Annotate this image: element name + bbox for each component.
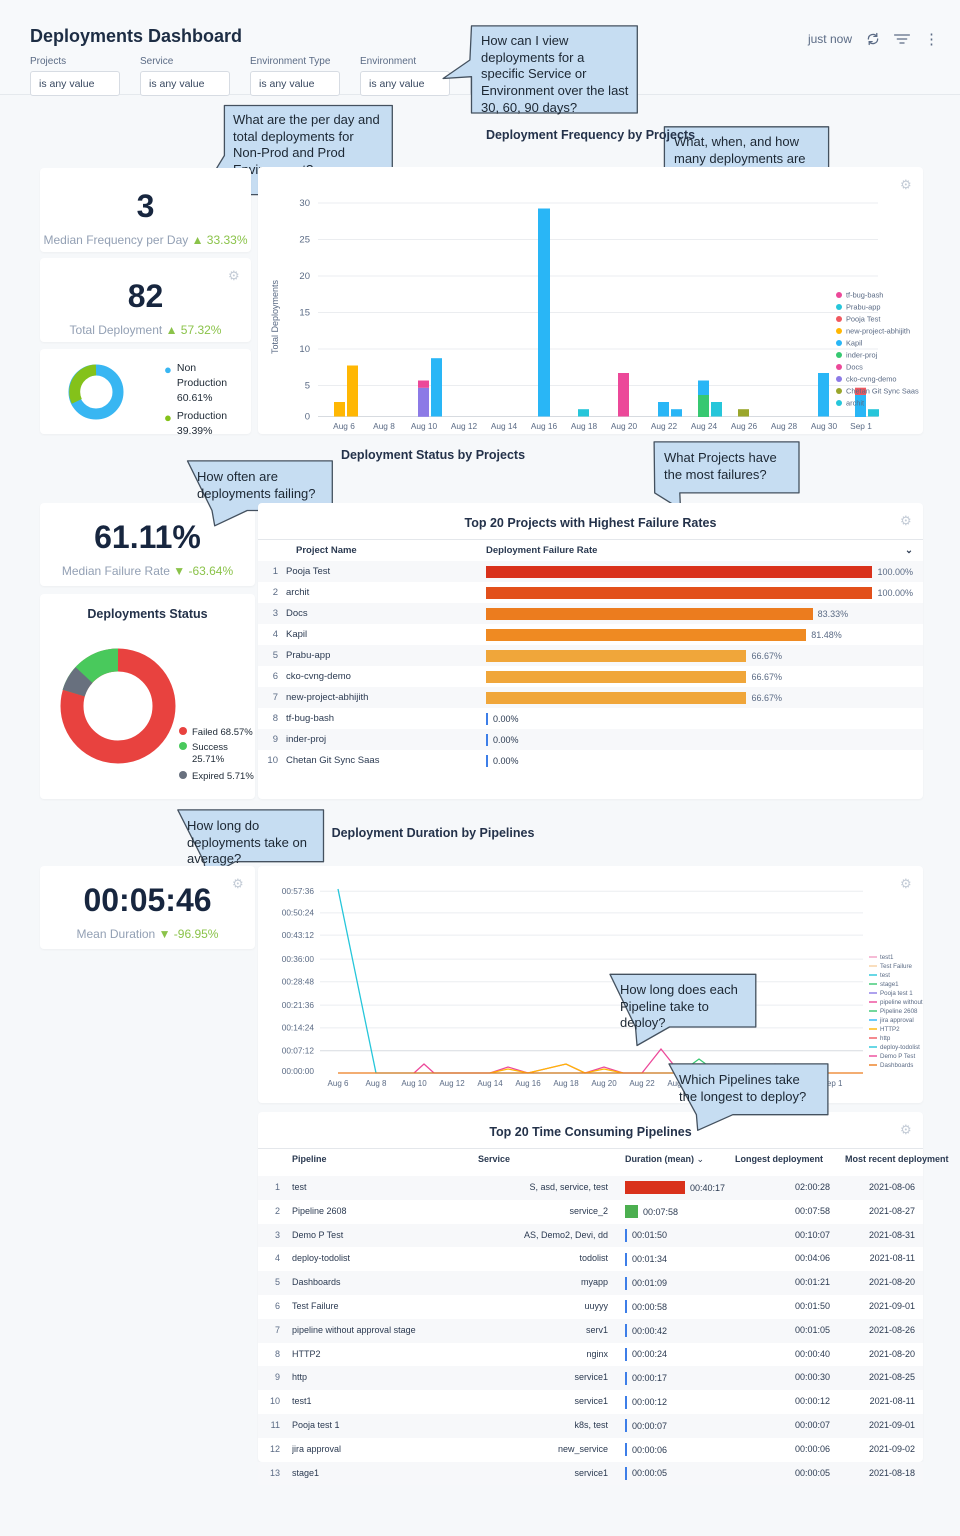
svg-text:test: test <box>880 972 890 979</box>
svg-text:Aug 28: Aug 28 <box>771 421 798 431</box>
svg-text:Aug 18: Aug 18 <box>553 1079 579 1088</box>
svg-text:Pooja test 1: Pooja test 1 <box>880 990 913 997</box>
svg-text:test1: test1 <box>880 954 894 961</box>
svg-text:Aug 14: Aug 14 <box>477 1079 503 1088</box>
svg-text:Aug 30: Aug 30 <box>811 421 838 431</box>
svg-text:Total Deployments: Total Deployments <box>270 279 280 354</box>
svg-text:Aug 16: Aug 16 <box>531 421 558 431</box>
svg-text:Sep 1: Sep 1 <box>850 421 872 431</box>
svg-text:15: 15 <box>299 308 310 319</box>
svg-text:Aug 10: Aug 10 <box>411 421 438 431</box>
svg-text:Aug 10: Aug 10 <box>401 1079 427 1088</box>
svg-text:10: 10 <box>299 344 310 355</box>
svg-text:new-project-abhijith: new-project-abhijith <box>846 327 910 336</box>
svg-text:pipeline without approval stag: pipeline without approval stage <box>880 999 923 1006</box>
svg-text:stage1: stage1 <box>880 981 899 988</box>
svg-text:Aug 20: Aug 20 <box>611 421 638 431</box>
svg-text:Failed 68.57%: Failed 68.57% <box>192 727 253 738</box>
svg-text:Kapil: Kapil <box>846 339 863 348</box>
svg-text:30: 30 <box>299 198 310 209</box>
svg-text:0: 0 <box>305 412 310 423</box>
svg-text:00:50:24: 00:50:24 <box>282 908 315 918</box>
svg-text:Chetan Git Sync Saas: Chetan Git Sync Saas <box>846 387 919 396</box>
svg-text:Aug 22: Aug 22 <box>629 1079 655 1088</box>
svg-text:Demo P Test: Demo P Test <box>880 1053 915 1060</box>
svg-text:00:14:24: 00:14:24 <box>282 1023 315 1033</box>
svg-text:inder-proj: inder-proj <box>846 351 878 360</box>
svg-text:25.71%: 25.71% <box>192 754 225 765</box>
svg-text:Docs: Docs <box>846 363 863 372</box>
svg-text:Aug 6: Aug 6 <box>328 1079 349 1088</box>
svg-text:jira approval: jira approval <box>879 1017 914 1024</box>
svg-text:00:57:36: 00:57:36 <box>282 886 315 896</box>
svg-text:Pooja Test: Pooja Test <box>846 315 880 324</box>
svg-text:Aug 8: Aug 8 <box>373 421 395 431</box>
svg-text:Aug 6: Aug 6 <box>333 421 355 431</box>
svg-text:20: 20 <box>299 271 310 282</box>
svg-text:00:07:12: 00:07:12 <box>282 1045 315 1055</box>
svg-text:Aug 16: Aug 16 <box>515 1079 541 1088</box>
svg-text:HTTP2: HTTP2 <box>880 1026 900 1033</box>
svg-text:Sep 1: Sep 1 <box>822 1079 843 1088</box>
svg-text:5: 5 <box>305 381 310 392</box>
svg-text:00:43:12: 00:43:12 <box>282 930 315 940</box>
svg-text:Prabu-app: Prabu-app <box>846 303 881 312</box>
svg-text:http: http <box>880 1035 891 1042</box>
svg-text:00:28:48: 00:28:48 <box>282 977 315 987</box>
svg-text:Test Failure: Test Failure <box>880 963 913 970</box>
svg-text:25: 25 <box>299 235 310 246</box>
svg-text:00:36:00: 00:36:00 <box>282 954 315 964</box>
svg-text:Aug 14: Aug 14 <box>491 421 518 431</box>
svg-text:Aug 26: Aug 26 <box>731 421 758 431</box>
svg-text:Aug 12: Aug 12 <box>451 421 478 431</box>
svg-text:Success: Success <box>192 742 228 753</box>
svg-text:deploy-todolist: deploy-todolist <box>880 1044 920 1051</box>
svg-text:Aug 22: Aug 22 <box>651 421 678 431</box>
svg-text:Aug 24: Aug 24 <box>691 421 718 431</box>
svg-text:cko-cvng-demo: cko-cvng-demo <box>846 375 897 384</box>
svg-text:Aug 20: Aug 20 <box>591 1079 617 1088</box>
svg-text:Aug 18: Aug 18 <box>571 421 598 431</box>
svg-text:00:00:00: 00:00:00 <box>282 1066 315 1076</box>
svg-text:tf-bug-bash: tf-bug-bash <box>846 291 883 300</box>
svg-text:Aug 12: Aug 12 <box>439 1079 465 1088</box>
svg-text:Expired 5.71%: Expired 5.71% <box>192 771 254 782</box>
svg-text:Aug 8: Aug 8 <box>366 1079 387 1088</box>
svg-text:00:21:36: 00:21:36 <box>282 1000 315 1010</box>
svg-text:archit: archit <box>846 399 864 408</box>
svg-text:Dashboards: Dashboards <box>880 1062 913 1069</box>
svg-text:Pipeline 2608: Pipeline 2608 <box>880 1008 918 1015</box>
